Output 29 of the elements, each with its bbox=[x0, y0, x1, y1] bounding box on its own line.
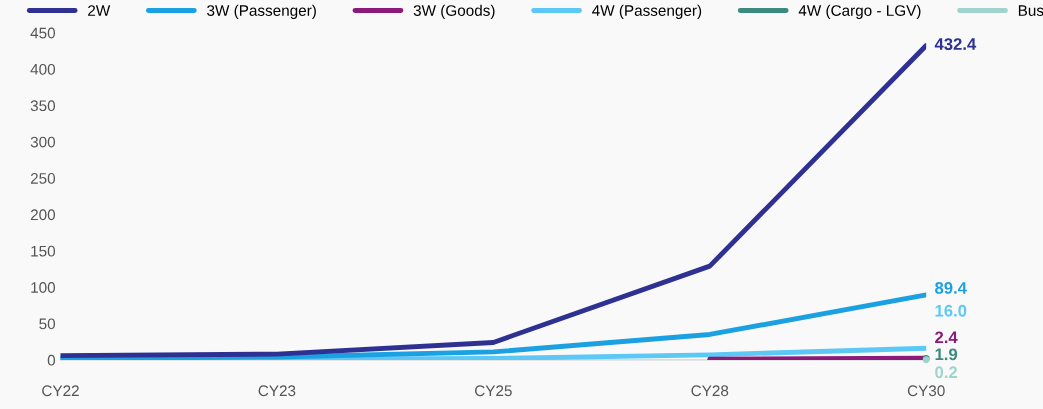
y-tick-label: 300 bbox=[30, 136, 56, 148]
legend-label: Bus bbox=[1018, 5, 1043, 16]
y-tick-label: 400 bbox=[30, 63, 56, 75]
data-label: 2.4 bbox=[935, 331, 958, 344]
data-label: 1.9 bbox=[935, 348, 958, 361]
line-series bbox=[60, 43, 927, 358]
data-label: 432.4 bbox=[934, 38, 977, 51]
y-tick-label: 200 bbox=[30, 209, 56, 221]
legend-label: 4W (Cargo - LGV) bbox=[798, 4, 921, 19]
line-series bbox=[60, 292, 927, 360]
x-tick-label: CY28 bbox=[691, 385, 729, 397]
y-tick-label: 150 bbox=[31, 245, 56, 257]
y-tick-label: 0 bbox=[47, 354, 56, 366]
y-tick-label: 100 bbox=[31, 282, 56, 293]
x-tick-label: CY30 bbox=[907, 385, 945, 397]
data-label: 0.2 bbox=[935, 366, 958, 379]
data-label: 89.4 bbox=[935, 282, 967, 294]
y-tick-label: 250 bbox=[30, 173, 56, 184]
y-tick-label: 350 bbox=[30, 100, 56, 112]
y-tick-label: 450 bbox=[30, 27, 56, 39]
legend-label: 3W (Passenger) bbox=[207, 4, 316, 19]
x-tick-label: CY23 bbox=[258, 385, 296, 397]
legend-label: 3W (Goods) bbox=[413, 4, 495, 19]
data-label: 16.0 bbox=[935, 304, 967, 317]
legend-label: 2W bbox=[88, 5, 111, 16]
y-tick-label: 50 bbox=[39, 318, 56, 330]
x-tick-label: CY22 bbox=[42, 385, 79, 397]
legend-label: 4W (Passenger) bbox=[592, 4, 702, 19]
x-tick-label: CY25 bbox=[475, 385, 512, 397]
